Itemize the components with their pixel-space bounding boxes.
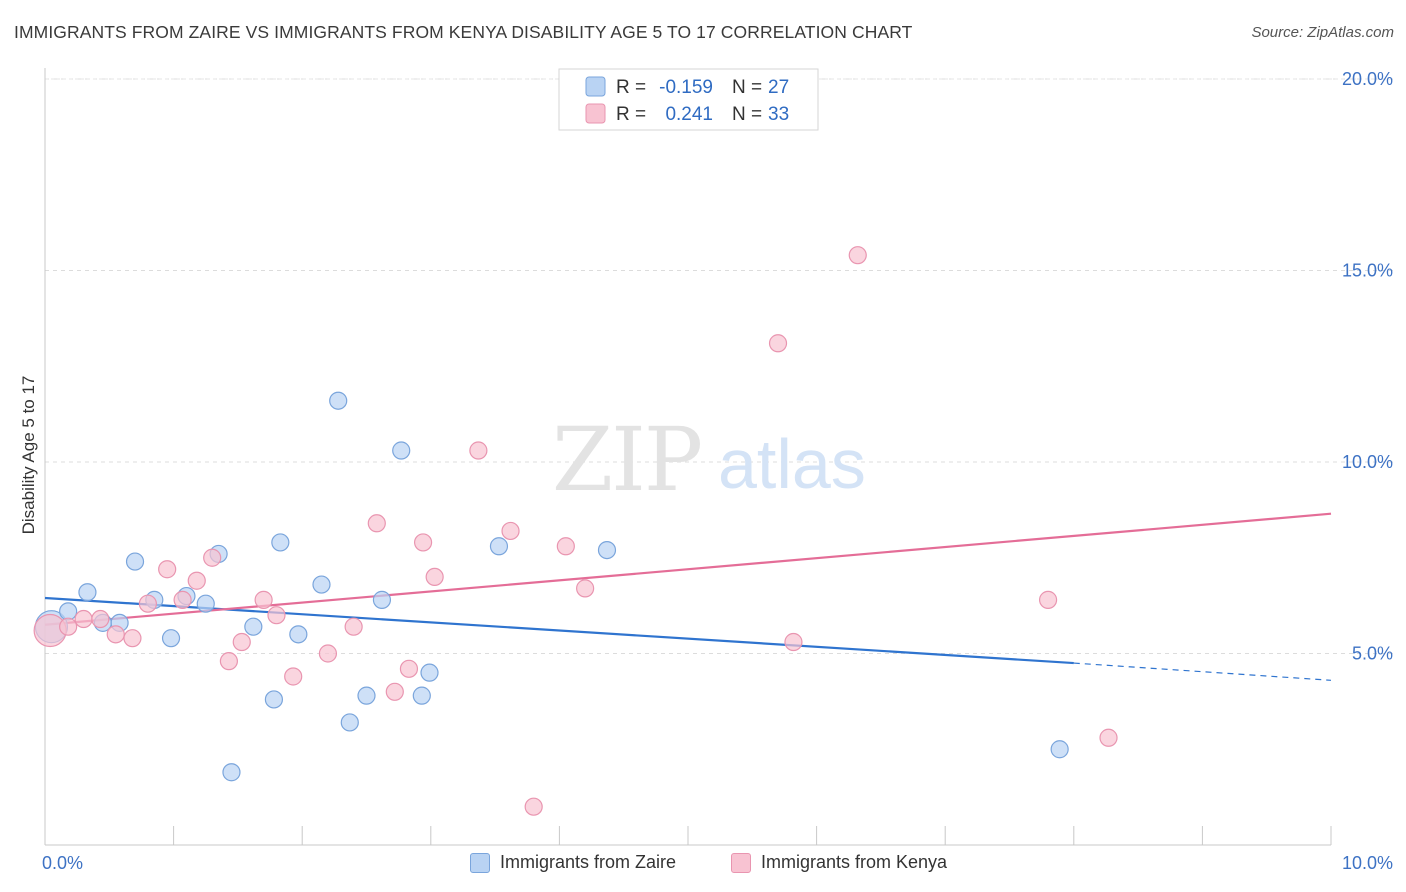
point-kenya [556, 537, 575, 556]
watermark-zip: ZIP [552, 408, 701, 511]
trend-line-zaire [44, 596, 1074, 665]
point-kenya [254, 590, 273, 609]
point-zaire [244, 617, 263, 636]
y-axis-label: Disability Age 5 to 17 [19, 376, 38, 535]
point-kenya [203, 548, 222, 567]
point-kenya [768, 334, 788, 353]
point-kenya [106, 625, 125, 644]
point-kenya [123, 629, 142, 648]
point-kenya [267, 606, 286, 625]
point-zaire [489, 537, 509, 556]
y-tick-label: 20.0% [1342, 69, 1393, 89]
watermark-atlas: atlas [718, 425, 866, 503]
legend-item-kenya[interactable]: Immigrants from Kenya [731, 852, 947, 873]
point-zaire [271, 533, 290, 552]
point-zaire [78, 583, 97, 602]
point-zaire [1050, 740, 1069, 759]
point-zaire [392, 441, 411, 460]
point-zaire [412, 686, 431, 705]
point-kenya [367, 514, 386, 533]
point-kenya [74, 609, 93, 629]
point-kenya [91, 609, 110, 629]
point-kenya [524, 797, 543, 816]
point-kenya [501, 521, 520, 541]
point-kenya [1099, 728, 1118, 747]
top-legend-r-label: R = [616, 77, 646, 98]
point-kenya [385, 682, 404, 701]
point-kenya [173, 590, 192, 609]
legend-label-zaire: Immigrants from Zaire [500, 852, 677, 872]
point-kenya [138, 594, 157, 613]
point-zaire [329, 391, 348, 410]
top-legend-n-value: 27 [768, 77, 789, 98]
x-tick-label: 0.0% [42, 853, 83, 873]
bottom-legend: Immigrants from Zaire Immigrants from Ke… [0, 848, 1406, 880]
source-label: Source: ZipAtlas.com [1251, 24, 1394, 41]
point-kenya [413, 533, 433, 552]
point-zaire [222, 763, 241, 782]
y-tick-label: 15.0% [1342, 261, 1393, 281]
top-legend-r-value: -0.159 [659, 77, 713, 98]
point-kenya [425, 567, 444, 587]
legend-swatch-kenya [731, 852, 751, 873]
top-legend: R = -0.159 N = 27 R = 0.241 N = 33 [558, 68, 819, 131]
point-zaire [196, 594, 215, 613]
point-zaire [59, 602, 78, 621]
point-zaire [420, 663, 439, 682]
legend-swatch-zaire [470, 852, 490, 873]
point-kenya [399, 659, 419, 678]
point-kenya [284, 667, 303, 686]
point-kenya [469, 441, 488, 460]
point-kenya [784, 632, 803, 652]
y-tick-label: 5.0% [1352, 644, 1393, 664]
point-kenya [848, 246, 867, 265]
top-legend-n-label: N = [732, 77, 762, 98]
point-kenya [318, 644, 338, 663]
trend-line-kenya [44, 512, 1332, 626]
x-tick-label: 10.0% [1342, 853, 1393, 873]
point-kenya [158, 560, 177, 579]
point-zaire [289, 625, 308, 644]
chart-title: IMMIGRANTS FROM ZAIRE VS IMMIGRANTS FROM… [14, 22, 913, 42]
top-legend-swatch-kenya [585, 103, 606, 124]
point-zaire [357, 686, 376, 705]
point-kenya [219, 652, 238, 671]
top-legend-r-label: R = [616, 104, 646, 125]
point-zaire [161, 629, 181, 648]
top-legend-n-label: N = [732, 104, 762, 125]
point-zaire [340, 713, 359, 732]
legend-item-zaire[interactable]: Immigrants from Zaire [470, 852, 676, 873]
top-legend-r-value: 0.241 [665, 104, 713, 125]
point-kenya [232, 632, 251, 652]
y-tick-label: 10.0% [1342, 452, 1393, 472]
point-zaire [264, 690, 284, 709]
point-kenya [59, 617, 78, 636]
point-kenya [187, 571, 206, 590]
point-kenya [344, 617, 363, 636]
point-kenya [1038, 590, 1058, 609]
trend-line-extension-zaire [1073, 662, 1332, 681]
point-kenya [576, 579, 595, 598]
top-legend-swatch-zaire [585, 76, 606, 97]
point-zaire [372, 590, 392, 609]
legend-label-kenya: Immigrants from Kenya [761, 852, 948, 872]
top-legend-n-value: 33 [768, 104, 789, 125]
point-zaire [597, 540, 617, 560]
point-zaire [312, 575, 331, 594]
point-zaire [125, 552, 145, 571]
